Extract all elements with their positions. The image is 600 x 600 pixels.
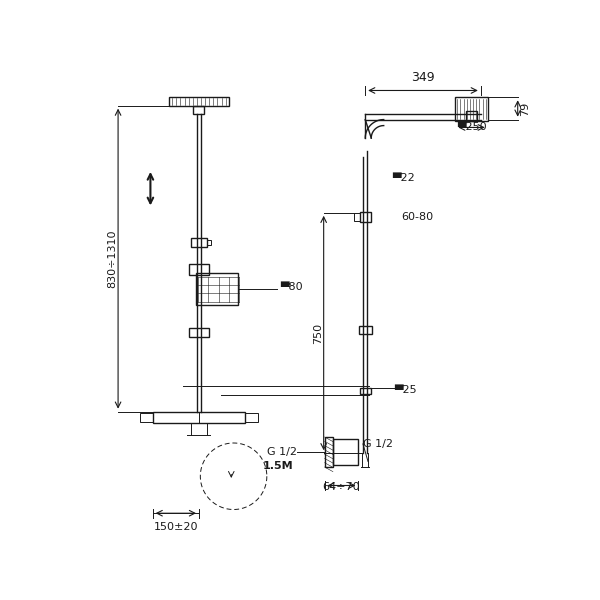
Text: 64÷70: 64÷70 [323, 482, 360, 493]
Bar [153, 412, 245, 423]
Text: ▀22: ▀22 [392, 173, 415, 183]
Text: G 1/2: G 1/2 [267, 447, 297, 457]
Bar [196, 273, 238, 305]
Bar [191, 238, 207, 247]
Bar [354, 213, 360, 221]
Bar [193, 106, 205, 114]
Bar [189, 328, 209, 337]
Text: 1.5M: 1.5M [262, 461, 293, 471]
Text: ▀25: ▀25 [394, 385, 417, 395]
Bar [360, 388, 371, 394]
Bar [466, 111, 477, 121]
Bar [455, 97, 488, 121]
Text: 150±20: 150±20 [154, 521, 198, 532]
Bar [169, 97, 229, 106]
Bar [359, 326, 372, 334]
Bar [360, 212, 371, 222]
Text: 750: 750 [313, 322, 323, 344]
Text: G 1/2: G 1/2 [363, 439, 393, 449]
Bar [140, 413, 153, 422]
Text: 830÷1310: 830÷1310 [107, 229, 118, 288]
Text: 60-80: 60-80 [401, 212, 433, 221]
Bar [333, 439, 358, 464]
Bar [189, 264, 209, 275]
Bar [245, 413, 258, 422]
Text: ▀80: ▀80 [280, 282, 302, 292]
Bar [325, 437, 333, 467]
Text: 349: 349 [411, 71, 435, 83]
Bar [207, 240, 211, 245]
Text: 79: 79 [520, 101, 530, 116]
Text: ▀250: ▀250 [457, 122, 487, 132]
